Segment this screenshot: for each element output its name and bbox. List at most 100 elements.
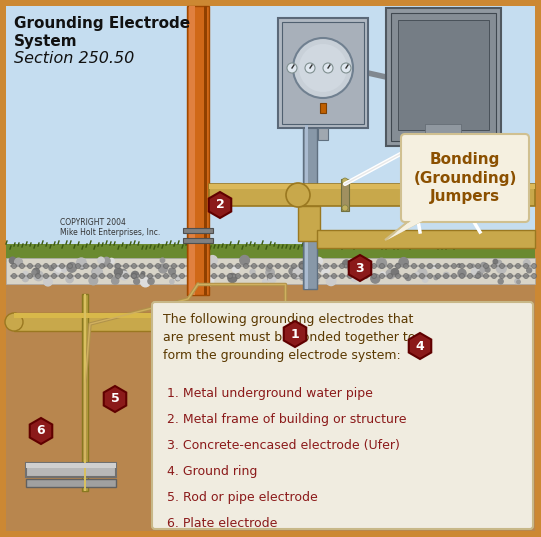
Circle shape <box>452 273 457 279</box>
Circle shape <box>531 264 537 268</box>
Bar <box>189 6 195 295</box>
Bar <box>6 258 535 284</box>
Circle shape <box>180 264 184 268</box>
Circle shape <box>516 273 520 279</box>
Circle shape <box>308 266 315 273</box>
Circle shape <box>436 264 440 268</box>
Circle shape <box>457 264 460 267</box>
Circle shape <box>308 268 313 273</box>
Circle shape <box>188 273 193 279</box>
Bar <box>26 463 116 468</box>
Bar <box>298 184 535 189</box>
Text: 2. Metal frame of building or structure: 2. Metal frame of building or structure <box>167 413 406 426</box>
Circle shape <box>198 256 207 265</box>
Circle shape <box>498 279 503 284</box>
Circle shape <box>283 264 288 268</box>
Circle shape <box>484 264 489 268</box>
Circle shape <box>54 271 59 277</box>
Circle shape <box>434 275 438 280</box>
Circle shape <box>430 265 434 268</box>
Circle shape <box>481 263 486 268</box>
Circle shape <box>123 264 129 268</box>
Circle shape <box>348 265 356 272</box>
Circle shape <box>305 258 313 267</box>
Circle shape <box>293 38 353 98</box>
Circle shape <box>417 178 423 184</box>
Circle shape <box>235 273 241 279</box>
Circle shape <box>419 264 425 268</box>
Bar <box>84 294 86 491</box>
Bar <box>425 124 461 142</box>
Circle shape <box>342 260 351 268</box>
Circle shape <box>175 275 180 280</box>
Text: 3. Concrete-encased electrode (Ufer): 3. Concrete-encased electrode (Ufer) <box>167 439 400 452</box>
Circle shape <box>292 273 296 279</box>
Bar <box>26 463 116 477</box>
Text: The following grounding electrodes that
are present must be bonded together to
f: The following grounding electrodes that … <box>163 313 415 362</box>
Bar <box>6 258 535 531</box>
Bar <box>476 179 484 211</box>
Bar <box>183 228 213 233</box>
Circle shape <box>252 264 256 268</box>
Text: 3: 3 <box>355 262 364 274</box>
Circle shape <box>103 257 110 264</box>
Circle shape <box>292 271 300 279</box>
Text: Section 250.50: Section 250.50 <box>14 51 134 66</box>
FancyBboxPatch shape <box>152 302 533 529</box>
Circle shape <box>11 264 16 268</box>
Circle shape <box>252 273 256 279</box>
Circle shape <box>419 273 425 279</box>
Circle shape <box>305 63 315 73</box>
Circle shape <box>32 271 36 274</box>
Circle shape <box>91 273 96 279</box>
Circle shape <box>476 264 480 268</box>
Polygon shape <box>385 216 430 240</box>
Circle shape <box>275 264 280 268</box>
Circle shape <box>235 264 241 268</box>
Circle shape <box>98 257 104 264</box>
Circle shape <box>43 273 49 279</box>
Circle shape <box>195 264 201 268</box>
Circle shape <box>62 268 67 272</box>
Circle shape <box>197 270 205 278</box>
Circle shape <box>115 264 121 268</box>
Circle shape <box>148 273 153 279</box>
Circle shape <box>444 273 448 279</box>
Polygon shape <box>387 216 432 240</box>
Circle shape <box>372 273 377 279</box>
Bar <box>26 479 116 487</box>
Circle shape <box>141 272 145 275</box>
Circle shape <box>315 257 322 265</box>
Polygon shape <box>349 255 371 281</box>
Circle shape <box>22 275 29 281</box>
Circle shape <box>120 271 129 280</box>
Circle shape <box>92 268 98 275</box>
Text: COPYRIGHT 2004
Mike Holt Enterprises, Inc.: COPYRIGHT 2004 Mike Holt Enterprises, In… <box>60 218 160 237</box>
Circle shape <box>524 260 530 266</box>
Circle shape <box>49 266 54 271</box>
Bar <box>298 184 535 206</box>
Circle shape <box>517 280 520 284</box>
Circle shape <box>371 274 380 283</box>
Circle shape <box>323 63 333 73</box>
Circle shape <box>188 264 193 268</box>
Circle shape <box>100 273 104 279</box>
Circle shape <box>406 275 411 280</box>
Circle shape <box>194 259 201 266</box>
Circle shape <box>97 266 102 271</box>
Circle shape <box>44 278 52 286</box>
Circle shape <box>292 264 296 268</box>
Circle shape <box>91 264 96 268</box>
Circle shape <box>141 277 150 287</box>
Circle shape <box>108 273 113 279</box>
Circle shape <box>355 264 360 268</box>
Circle shape <box>60 264 64 268</box>
Circle shape <box>507 273 512 279</box>
Circle shape <box>228 273 233 279</box>
Circle shape <box>250 270 255 274</box>
Circle shape <box>476 273 480 279</box>
Circle shape <box>160 258 164 263</box>
Text: 2: 2 <box>216 199 225 212</box>
Circle shape <box>299 262 307 269</box>
Circle shape <box>427 264 431 268</box>
